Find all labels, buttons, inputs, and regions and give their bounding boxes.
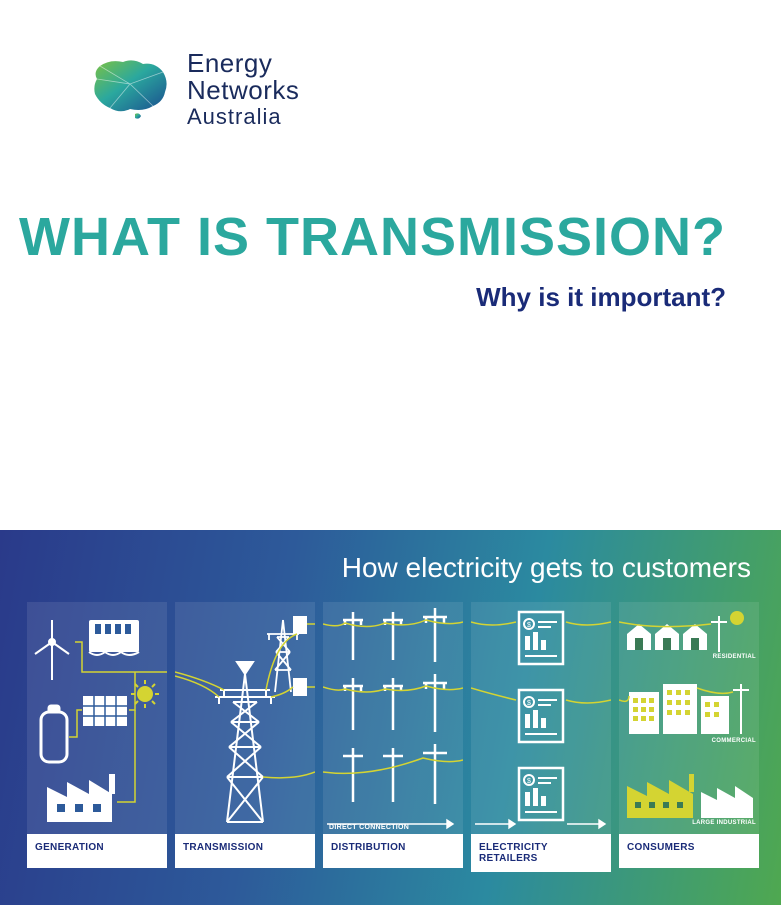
direct-connection-label: DIRECT CONNECTION bbox=[329, 824, 409, 831]
battery-icon bbox=[41, 706, 67, 762]
residential-pole-icon bbox=[711, 616, 727, 652]
title-block: WHAT IS TRANSMISSION? Why is it importan… bbox=[19, 210, 726, 313]
consumer-sublabel-commercial: COMMERCIAL bbox=[712, 738, 756, 744]
generation-graphic bbox=[27, 602, 167, 834]
consumers-graphic: RESIDENTIAL COMMERCIAL LARGE INDUSTRIAL bbox=[619, 602, 759, 834]
retailers-graphic: $ $ $ bbox=[471, 602, 611, 834]
svg-text:$: $ bbox=[527, 778, 531, 785]
logo-line-2: Networks bbox=[187, 77, 299, 104]
panel-distribution: DIRECT CONNECTION DISTRIBUTION bbox=[323, 602, 463, 872]
header: Energy Networks Australia bbox=[0, 0, 781, 128]
main-title: WHAT IS TRANSMISSION? bbox=[19, 210, 726, 264]
transformer-icon bbox=[293, 616, 307, 696]
logo-line-3: Australia bbox=[187, 105, 299, 128]
sub-title: Why is it important? bbox=[19, 282, 726, 313]
consumer-sublabel-residential: RESIDENTIAL bbox=[713, 654, 756, 660]
consumer-sublabel-industrial: LARGE INDUSTRIAL bbox=[692, 820, 756, 826]
panel-consumers: RESIDENTIAL COMMERCIAL LARGE INDUSTRIAL … bbox=[619, 602, 759, 872]
transmission-icons bbox=[175, 602, 315, 834]
diagram-panels: GENERATION bbox=[0, 584, 781, 872]
diagram-section: How electricity gets to customers bbox=[0, 530, 781, 905]
house-icon bbox=[627, 624, 707, 650]
panel-label-transmission: TRANSMISSION bbox=[175, 834, 315, 868]
wind-turbine-icon bbox=[35, 620, 69, 680]
transmission-tower-large-icon bbox=[215, 662, 275, 822]
logo: Energy Networks Australia bbox=[85, 50, 781, 128]
consumers-icons bbox=[619, 602, 759, 834]
panel-transmission: TRANSMISSION bbox=[175, 602, 315, 872]
panel-label-generation: GENERATION bbox=[27, 834, 167, 868]
solar-panel-icon bbox=[83, 696, 127, 726]
commercial-pole-icon bbox=[733, 684, 749, 734]
svg-text:$: $ bbox=[527, 700, 531, 707]
bill-icon: $ $ $ bbox=[519, 612, 563, 820]
panel-label-consumers: CONSUMERS bbox=[619, 834, 759, 868]
building-icon bbox=[629, 684, 729, 734]
distribution-icons bbox=[323, 602, 463, 834]
panel-label-retailers: ELECTRICITY RETAILERS bbox=[471, 834, 611, 872]
panel-label-distribution: DISTRIBUTION bbox=[323, 834, 463, 868]
sun-small-icon bbox=[730, 611, 744, 625]
retailers-icons: $ $ $ bbox=[471, 602, 611, 834]
generation-icons bbox=[27, 602, 167, 834]
transmission-graphic bbox=[175, 602, 315, 834]
svg-text:$: $ bbox=[527, 622, 531, 629]
logo-text: Energy Networks Australia bbox=[187, 50, 299, 128]
factory-icon bbox=[47, 774, 115, 822]
panel-retailers: $ $ $ bbox=[471, 602, 611, 872]
industrial-icon bbox=[627, 774, 753, 818]
diagram-title: How electricity gets to customers bbox=[0, 530, 781, 584]
power-pole-icon bbox=[343, 608, 447, 804]
hydro-dam-icon bbox=[89, 620, 139, 655]
transmission-wires bbox=[175, 624, 315, 778]
panel-generation: GENERATION bbox=[27, 602, 167, 872]
distribution-graphic: DIRECT CONNECTION bbox=[323, 602, 463, 834]
australia-map-icon bbox=[85, 54, 175, 124]
logo-line-1: Energy bbox=[187, 50, 299, 77]
